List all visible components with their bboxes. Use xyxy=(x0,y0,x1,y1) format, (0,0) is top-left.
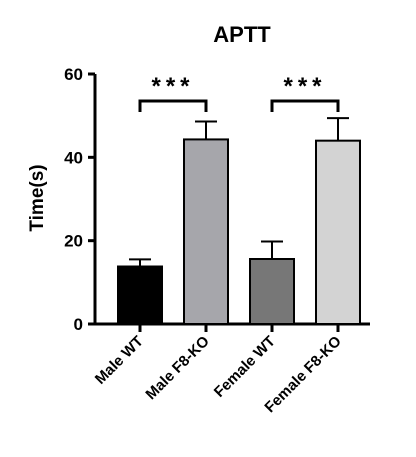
y-axis-label: Time(s) xyxy=(27,164,48,231)
y-tick-label-3: 60 xyxy=(64,65,83,84)
bar-3 xyxy=(315,139,361,325)
y-tick-label-1: 20 xyxy=(64,232,83,251)
significance-label-0: *** xyxy=(151,73,194,100)
y-tick-label-0: 0 xyxy=(74,315,83,334)
y-tick-label-2: 40 xyxy=(64,148,83,167)
bar-1 xyxy=(183,138,229,325)
x-tick-label-0: Male WT xyxy=(92,333,147,388)
significance-bracket-1 xyxy=(270,99,340,112)
x-tick-label-2: Female WT xyxy=(211,333,279,401)
significance-label-1: *** xyxy=(283,73,326,100)
significance-bracket-0 xyxy=(138,99,208,112)
x-tick-label-1: Male F8-KO xyxy=(142,333,213,404)
chart-title: APTT xyxy=(213,22,271,47)
bar-2 xyxy=(249,258,295,325)
bar-0 xyxy=(117,265,163,325)
